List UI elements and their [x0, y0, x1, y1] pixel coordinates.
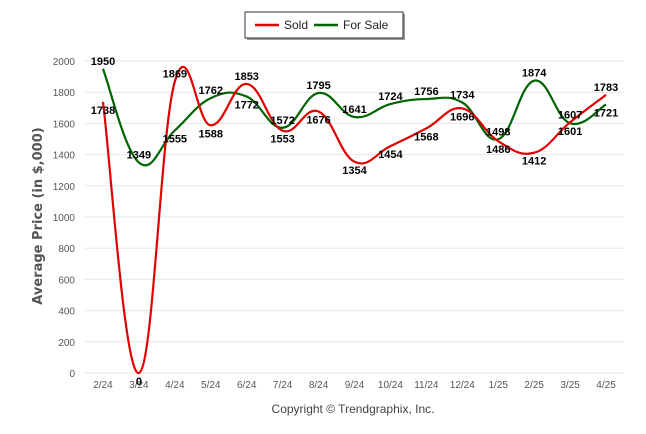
- axes: 0 200 400 600 800 1000 1200 1400 1600 1800 2000 2/2…: [53, 57, 616, 391]
- data-label: 1607: [558, 109, 582, 121]
- data-label: 1721: [594, 108, 618, 120]
- data-label: 1738: [91, 105, 115, 117]
- data-label: 1601: [558, 126, 582, 138]
- y-axis-label: Average Price (in $,000): [31, 127, 46, 304]
- data-label: 1734: [450, 89, 475, 101]
- x-tick-label: 4/24: [165, 380, 185, 391]
- data-label: 1676: [306, 115, 330, 127]
- data-label: 1454: [378, 149, 403, 161]
- x-tick-label: 2/24: [93, 380, 113, 391]
- data-label: 1568: [414, 131, 438, 143]
- legend-label-sold[interactable]: Sold: [284, 18, 308, 32]
- data-label: 1756: [414, 86, 438, 98]
- x-tick-label: 12/24: [450, 380, 475, 391]
- data-label: 1724: [378, 91, 403, 103]
- data-label: 1869: [163, 68, 187, 80]
- x-tick-label: 11/24: [414, 380, 439, 391]
- x-tick-label: 2/25: [524, 380, 544, 391]
- data-label: 1572: [270, 115, 294, 127]
- data-label: 1874: [522, 68, 547, 80]
- y-tick-label: 600: [58, 275, 75, 286]
- data-label: 1853: [234, 71, 258, 83]
- data-label: 1349: [127, 150, 151, 162]
- y-tick-label: 800: [58, 244, 75, 255]
- x-tick-label: 10/24: [378, 380, 403, 391]
- y-tick-label: 400: [58, 307, 75, 318]
- y-tick-label: 0: [69, 369, 75, 380]
- legend[interactable]: Sold For Sale: [244, 11, 405, 40]
- data-label: 1412: [522, 156, 546, 168]
- series-layer: [101, 65, 607, 375]
- data-label: 1783: [594, 82, 618, 94]
- data-label: 1555: [163, 133, 187, 145]
- series-line-for-sale[interactable]: [101, 68, 607, 167]
- x-tick-label: 3/25: [560, 380, 580, 391]
- y-tick-label: 2000: [53, 57, 76, 68]
- data-label: 1696: [450, 111, 474, 123]
- x-tick-label: 3/24: [129, 380, 149, 391]
- legend-label-for-sale[interactable]: For Sale: [343, 18, 389, 32]
- y-tick-label: 1400: [53, 151, 76, 162]
- y-tick-label: 1200: [53, 182, 76, 193]
- data-label: 1588: [199, 128, 223, 140]
- x-tick-label: 6/24: [237, 380, 257, 391]
- y-tick-label: 1600: [53, 119, 76, 130]
- x-tick-label: 4/25: [596, 380, 616, 391]
- data-label: 1950: [91, 56, 115, 68]
- x-tick-label: 1/25: [488, 380, 508, 391]
- y-tick-label: 1000: [53, 213, 76, 224]
- data-label: 1486: [486, 144, 510, 156]
- data-label: 1498: [486, 126, 510, 138]
- x-tick-label: 8/24: [309, 380, 329, 391]
- data-label: 1354: [342, 165, 367, 177]
- data-label: 1772: [234, 100, 258, 112]
- x-tick-label: 5/24: [201, 380, 221, 391]
- data-label: 0: [136, 376, 142, 388]
- data-labels: 1738 0 1869 1588 1853 1553 1676 1354 1454 1568 169…: [91, 56, 619, 388]
- copyright-text: Copyright © Trendgraphix, Inc.: [272, 402, 435, 416]
- x-tick-label: 7/24: [273, 380, 293, 391]
- x-tick-label: 9/24: [345, 380, 365, 391]
- data-label: 1795: [306, 80, 330, 92]
- series-line-sold[interactable]: [101, 65, 607, 375]
- data-label: 1553: [270, 134, 294, 146]
- data-label: 1641: [342, 104, 366, 116]
- grid: [85, 60, 624, 374]
- y-tick-label: 200: [58, 338, 75, 349]
- y-tick-label: 1800: [53, 88, 76, 99]
- data-label: 1762: [199, 85, 223, 97]
